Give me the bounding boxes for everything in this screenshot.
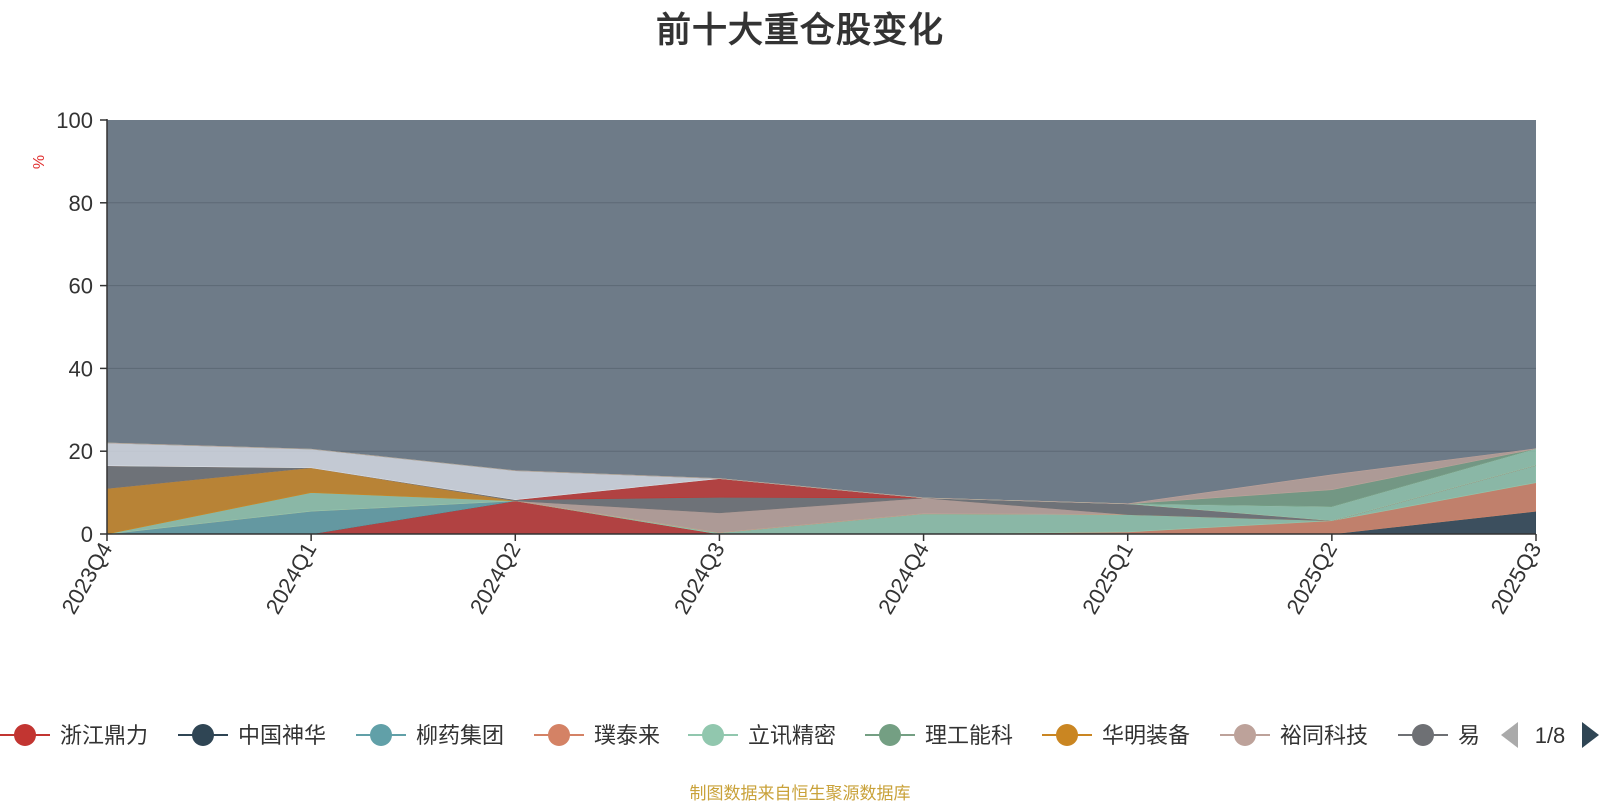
legend-marker bbox=[702, 724, 724, 746]
x-tick-label: 2025Q3 bbox=[1486, 538, 1547, 618]
x-tick-label: 2025Q1 bbox=[1077, 538, 1138, 618]
area-series-s19 bbox=[107, 442, 1536, 505]
x-tick-label: 2024Q1 bbox=[261, 538, 322, 618]
legend-marker bbox=[370, 724, 392, 746]
y-tick-label: 80 bbox=[69, 191, 93, 216]
y-tick-label: 100 bbox=[56, 108, 93, 133]
legend-marker bbox=[548, 724, 570, 746]
legend-label: 裕同科技 bbox=[1280, 724, 1368, 749]
legend-item-立讯精密[interactable]: 立讯精密 bbox=[688, 724, 836, 749]
legend-marker bbox=[192, 724, 214, 746]
legend-label: 理工能科 bbox=[925, 724, 1013, 749]
y-tick-label: 60 bbox=[69, 274, 93, 299]
legend-item-浙江鼎力[interactable]: 浙江鼎力 bbox=[0, 724, 148, 749]
x-tick-label: 2023Q4 bbox=[57, 538, 118, 618]
legend-item-易点天下[interactable]: 易点天下 bbox=[1398, 724, 1546, 749]
x-tick-label: 2025Q2 bbox=[1281, 538, 1342, 618]
legend-item-柳药集团[interactable]: 柳药集团 bbox=[356, 724, 504, 749]
legend-label: 柳药集团 bbox=[416, 724, 504, 749]
legend-label: 中国神华 bbox=[238, 724, 326, 749]
legend-label: 易点天下 bbox=[1458, 724, 1546, 749]
x-tick-label: 2024Q3 bbox=[669, 538, 730, 618]
legend-next-page-icon[interactable] bbox=[1582, 722, 1599, 748]
legend-marker bbox=[1056, 724, 1078, 746]
x-tick-label: 2024Q4 bbox=[873, 538, 934, 618]
legend-label: 华明装备 bbox=[1102, 724, 1190, 749]
legend-item-璞泰来[interactable]: 璞泰来 bbox=[534, 724, 660, 749]
legend-label: 浙江鼎力 bbox=[60, 724, 148, 749]
legend-item-理工能科[interactable]: 理工能科 bbox=[865, 724, 1013, 749]
legend-marker bbox=[1412, 724, 1434, 746]
legend-marker bbox=[14, 724, 36, 746]
y-tick-label: 0 bbox=[81, 522, 93, 547]
legend-item-中国神华[interactable]: 中国神华 bbox=[178, 724, 326, 749]
legend-item-裕同科技[interactable]: 裕同科技 bbox=[1220, 724, 1368, 749]
legend-marker bbox=[1234, 724, 1256, 746]
legend-prev-page-icon[interactable] bbox=[1501, 722, 1518, 748]
chart-title: 前十大重仓股变化 bbox=[655, 11, 944, 51]
legend-label: 立讯精密 bbox=[748, 724, 836, 749]
area-series bbox=[107, 442, 1536, 534]
y-tick-label: 20 bbox=[69, 439, 93, 464]
footer-source-note: 制图数据来自恒生聚源数据库 bbox=[689, 784, 911, 804]
y-axis-label: % bbox=[31, 155, 48, 169]
legend-page-indicator: 1/8 bbox=[1535, 723, 1566, 748]
legend: 浙江鼎力 中国神华 柳药集团 璞泰来 立讯精密 理工能科 华明装备 裕同科技 易点天下 bbox=[0, 724, 1546, 749]
legend-item-华明装备[interactable]: 华明装备 bbox=[1042, 724, 1190, 749]
y-tick-label: 40 bbox=[69, 356, 93, 381]
legend-marker bbox=[879, 724, 901, 746]
grid-lines bbox=[107, 202, 1536, 452]
x-tick-label: 2024Q2 bbox=[465, 538, 526, 618]
legend-label: 璞泰来 bbox=[594, 724, 660, 749]
legend-pager: 1/8 bbox=[1501, 722, 1599, 748]
